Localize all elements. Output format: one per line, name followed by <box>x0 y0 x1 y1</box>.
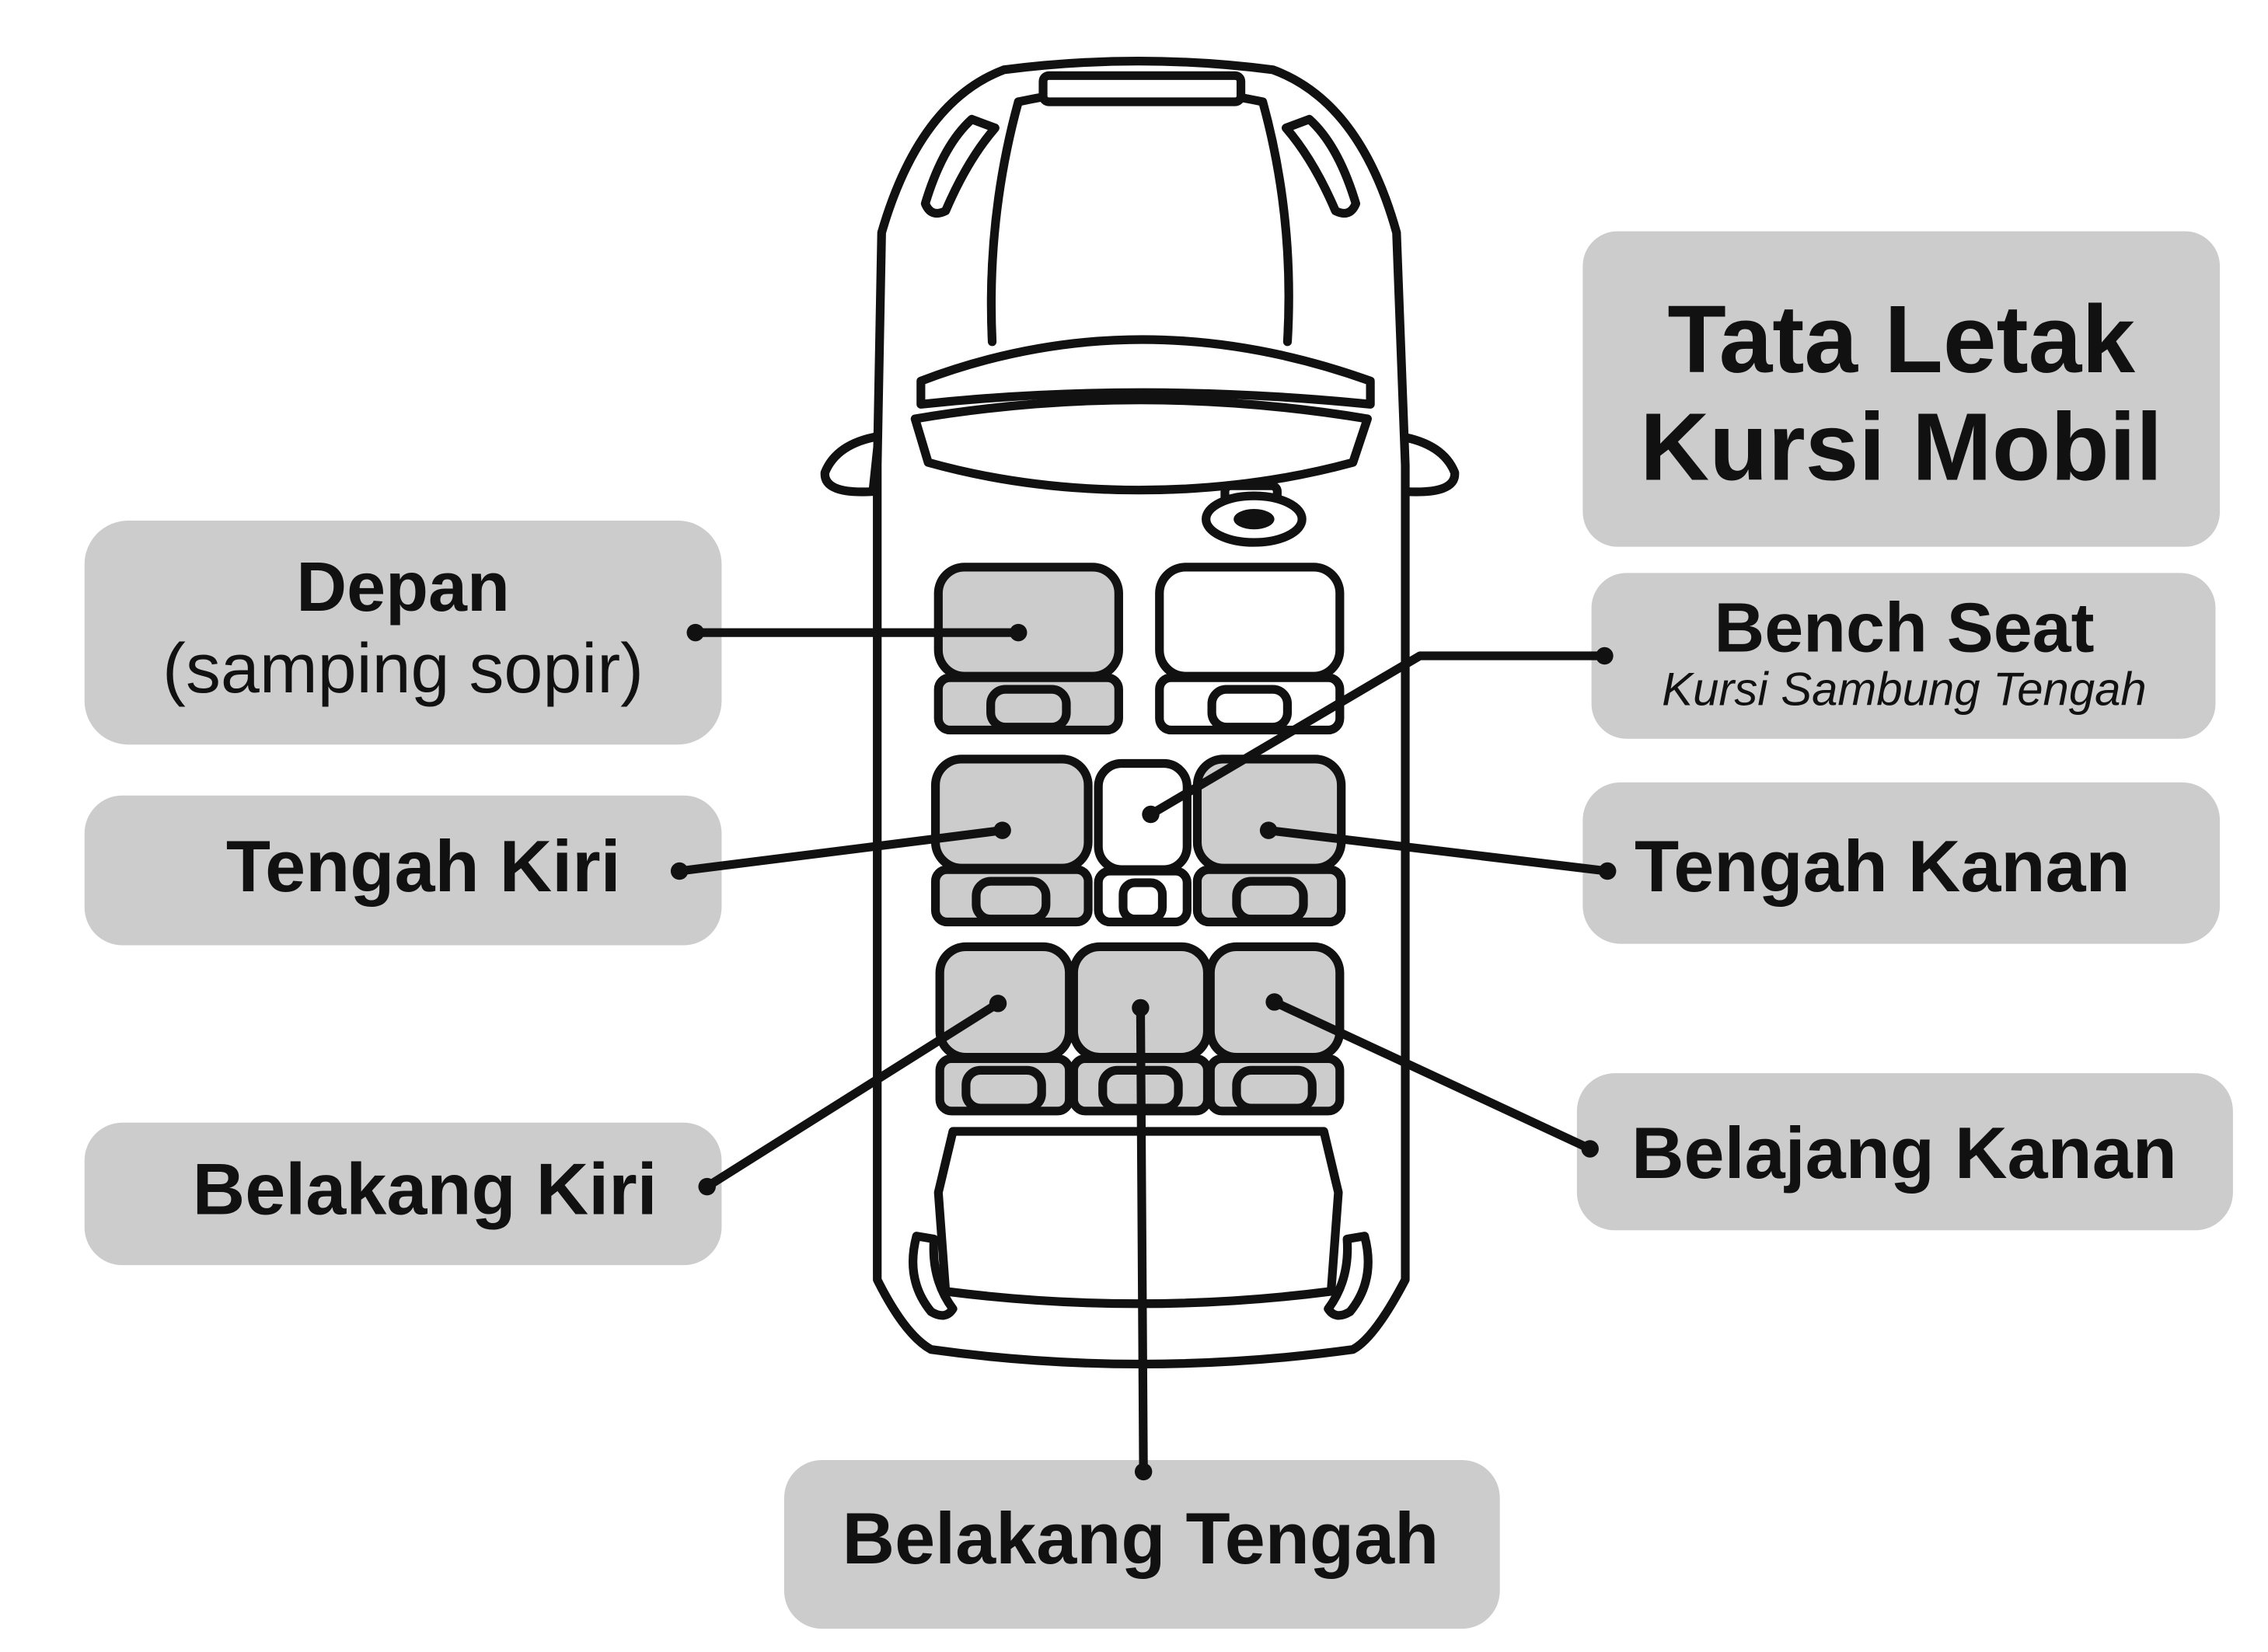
leader-belakang-tengah <box>1132 999 1153 1481</box>
leader-depan <box>686 623 1028 642</box>
hood-outline-left <box>986 97 1023 347</box>
seat-tengah-kanan <box>1192 755 1346 927</box>
leader-bench-seat <box>1142 647 1614 824</box>
label-depan: Depan (samping sopir) <box>84 520 722 745</box>
label-belajang-kanan: Belajang Kanan <box>1576 1073 2233 1231</box>
leader-lines <box>670 623 1617 1481</box>
seat-bench-middle <box>1094 758 1192 927</box>
title-line2: Kursi Mobil <box>1640 394 2162 501</box>
label-belakang-kiri: Belakang Kiri <box>84 1122 722 1266</box>
seat-tengah-kiri <box>930 755 1093 927</box>
label-depan-line2: (samping sopir) <box>162 630 644 708</box>
right-taillight <box>1324 1232 1373 1320</box>
hood-vent <box>1038 71 1246 106</box>
windshield-band <box>916 335 1375 409</box>
seat-belakang-kanan <box>1206 942 1345 1116</box>
leader-belakang-kiri <box>698 995 1007 1196</box>
label-bench-seat-line1: Bench Seat <box>1714 589 2094 667</box>
windshield <box>910 396 1372 495</box>
left-taillight <box>909 1232 958 1320</box>
label-belajang-kanan-text: Belajang Kanan <box>1631 1112 2177 1194</box>
label-tengah-kiri: Tengah Kiri <box>84 795 722 946</box>
label-tengah-kanan-text: Tengah Kanan <box>1635 825 2130 907</box>
title-box: Tata Letak Kursi Mobil <box>1582 231 2221 547</box>
right-headlight <box>1281 114 1361 218</box>
label-belakang-kiri-text: Belakang Kiri <box>193 1148 658 1230</box>
left-headlight <box>920 114 1000 218</box>
label-belakang-tengah-text: Belakang Tengah <box>843 1497 1439 1579</box>
seat-driver <box>1155 563 1345 735</box>
leader-tengah-kanan <box>1259 821 1617 880</box>
label-belakang-tengah: Belakang Tengah <box>783 1459 1500 1629</box>
label-depan-line1: Depan <box>296 549 510 626</box>
label-bench-seat: Bench Seat Kursi Sambung Tengah <box>1591 573 2216 739</box>
leader-belajang-kanan <box>1265 993 1599 1158</box>
left-mirror <box>820 431 884 497</box>
label-tengah-kiri-text: Tengah Kiri <box>226 825 621 907</box>
label-bench-seat-line2: Kursi Sambung Tengah <box>1662 664 2147 716</box>
steering-wheel <box>1202 481 1307 547</box>
leader-tengah-kiri <box>670 821 1011 880</box>
label-tengah-kanan: Tengah Kanan <box>1582 782 2221 944</box>
title-line1: Tata Letak <box>1667 286 2135 393</box>
seat-depan-samping-sopir <box>933 563 1123 735</box>
right-mirror <box>1394 431 1460 497</box>
